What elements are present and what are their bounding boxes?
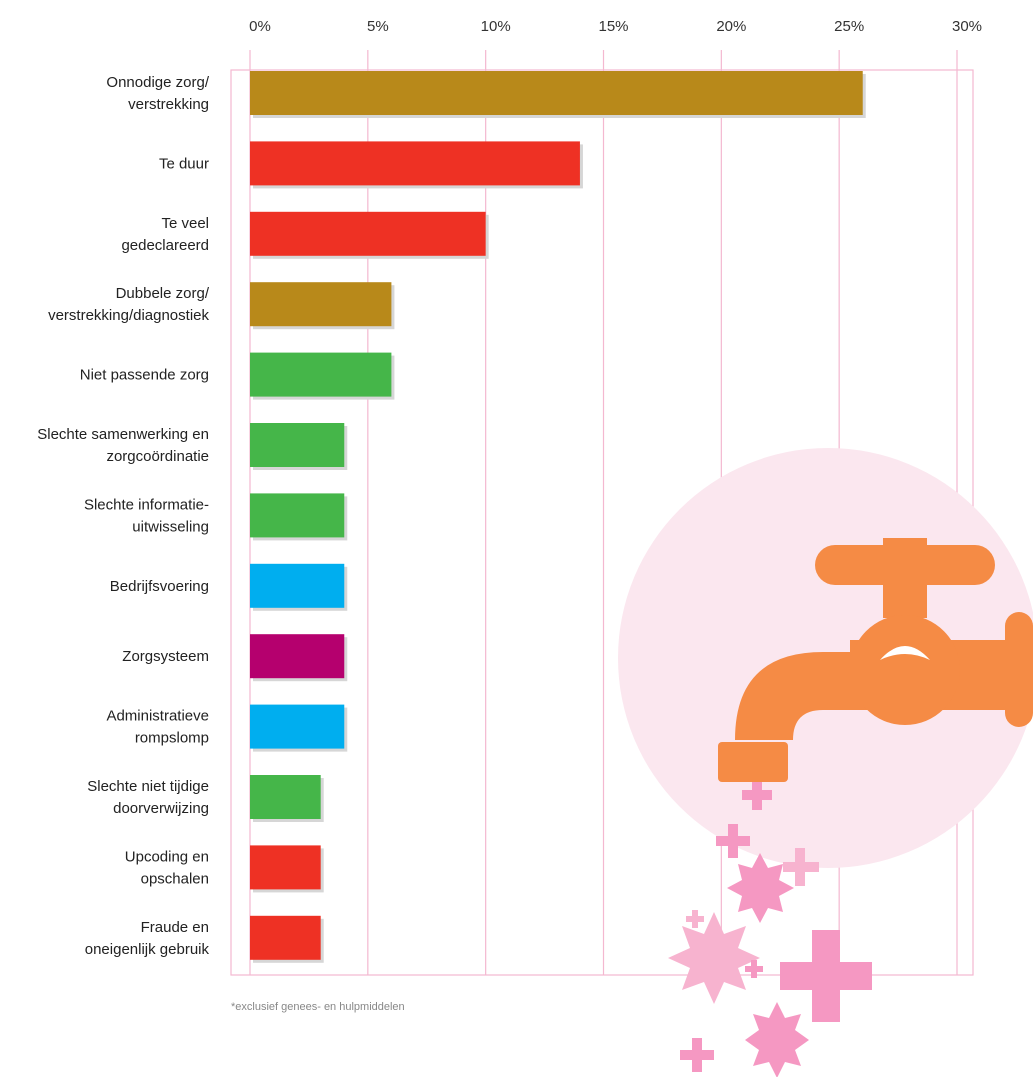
bar bbox=[250, 141, 580, 186]
drops bbox=[668, 780, 872, 1077]
bar bbox=[250, 915, 321, 960]
x-tick-label: 25% bbox=[834, 18, 864, 35]
bar bbox=[250, 775, 321, 819]
category-label: Zorgsysteem bbox=[122, 648, 209, 665]
bar bbox=[250, 634, 345, 679]
bar bbox=[250, 423, 345, 467]
bar bbox=[250, 282, 392, 327]
category-label: Niet passende zorg bbox=[80, 367, 209, 384]
bar bbox=[250, 71, 863, 115]
category-label: Te duur bbox=[159, 155, 209, 172]
category-label: Onnodige zorg/verstrekking bbox=[106, 74, 209, 113]
x-tick-label: 20% bbox=[716, 18, 746, 35]
faucet-illustration bbox=[618, 448, 1033, 1077]
bar bbox=[250, 211, 486, 256]
category-label: Te veel gedeclareerd bbox=[121, 215, 209, 254]
bar bbox=[250, 704, 345, 749]
category-label: Administratieve rompslomp bbox=[106, 708, 209, 747]
bar bbox=[250, 352, 392, 397]
x-tick-label: 30% bbox=[952, 18, 982, 35]
category-label: Slechte samenwerking en zorgcoördinatie bbox=[37, 426, 209, 465]
bar bbox=[250, 563, 345, 608]
bar bbox=[250, 493, 345, 538]
bar bbox=[250, 845, 321, 890]
category-label: Fraude en oneigenlijk gebruik bbox=[85, 919, 210, 958]
category-label: Dubbele zorg/verstrekking/diagnostiek bbox=[48, 285, 210, 324]
category-label: Bedrijfsvoering bbox=[110, 578, 209, 595]
x-tick-label: 15% bbox=[598, 18, 628, 35]
bars-layer: Onnodige zorg/verstrekking Te duur Te veel… bbox=[37, 71, 866, 963]
category-label: Slechte informatie-uitwisseling bbox=[84, 496, 209, 535]
footnote: *exclusief genees- en hulpmiddelen bbox=[231, 1001, 405, 1013]
category-label: Upcoding en opschalen bbox=[125, 848, 209, 887]
x-tick-label: 5% bbox=[367, 18, 389, 35]
category-label: Slechte niet tijdige doorverwijzing bbox=[87, 778, 209, 817]
x-tick-label: 0% bbox=[249, 18, 271, 35]
faucet bbox=[718, 538, 1033, 782]
x-tick-label: 10% bbox=[481, 18, 511, 35]
